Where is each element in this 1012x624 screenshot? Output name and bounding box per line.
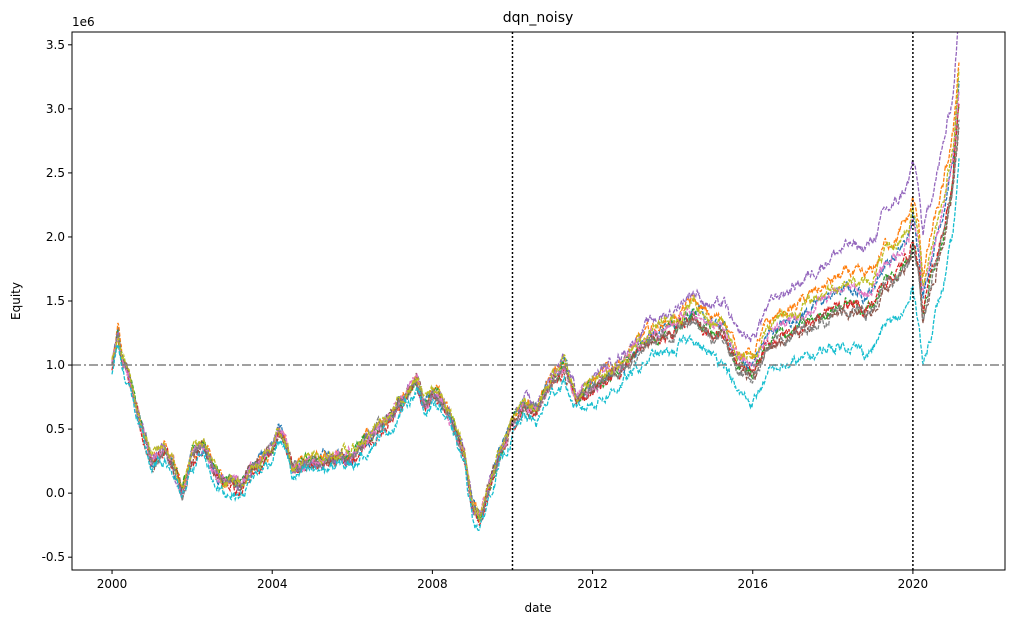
y-tick-label: 3.0	[46, 102, 65, 116]
series-line	[111, 80, 960, 522]
reference-lines	[72, 32, 1005, 570]
series-line	[111, 105, 960, 522]
x-tick-label: 2000	[97, 577, 128, 591]
y-tick-label: 0.5	[46, 422, 65, 436]
y-tick-label: 3.5	[46, 38, 65, 52]
y-tick-label: -0.5	[42, 550, 65, 564]
x-tick-label: 2016	[737, 577, 768, 591]
series-line	[111, 119, 960, 520]
y-tick-label: 2.0	[46, 230, 65, 244]
series-line	[111, 103, 960, 527]
x-tick-label: 2008	[417, 577, 448, 591]
x-axis: 2000 2004 2008 2012 2016 2020	[97, 570, 928, 591]
series-line	[111, 158, 960, 531]
series-line	[111, 69, 960, 524]
plot-frame	[71, 31, 1006, 571]
y-tick-label: 2.5	[46, 166, 65, 180]
series-line	[111, 32, 959, 519]
y-axis: -0.5 0.0 0.5 1.0 1.5 2.0 2.5 3.0 3.5	[42, 38, 72, 564]
x-axis-label: date	[524, 601, 551, 615]
series-line	[111, 91, 960, 517]
y-tick-label: 1.0	[46, 358, 65, 372]
series-layer	[111, 32, 960, 531]
y-offset-text: 1e6	[72, 15, 95, 29]
y-axis-label: Equity	[9, 282, 23, 320]
x-tick-label: 2012	[577, 577, 608, 591]
chart-title: dqn_noisy	[503, 10, 574, 26]
x-tick-label: 2020	[898, 577, 929, 591]
series-line	[111, 127, 960, 517]
y-tick-label: 1.5	[46, 294, 65, 308]
y-tick-label: 0.0	[46, 486, 65, 500]
x-tick-label: 2004	[257, 577, 288, 591]
